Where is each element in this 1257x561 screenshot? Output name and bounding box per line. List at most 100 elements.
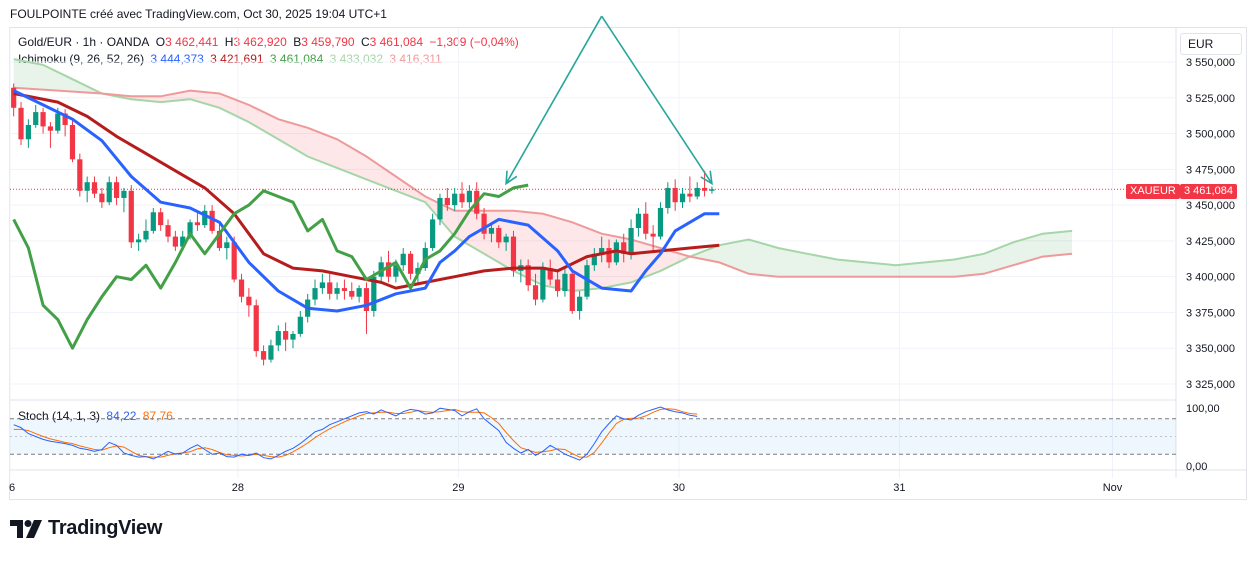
candle-body[interactable]: [569, 273, 575, 312]
candle-body[interactable]: [99, 193, 105, 203]
candle-body[interactable]: [650, 233, 656, 237]
candle-body[interactable]: [599, 248, 605, 254]
tradingview-logo[interactable]: TradingView: [10, 517, 162, 540]
candle-body[interactable]: [672, 187, 678, 203]
candle-body[interactable]: [290, 333, 296, 340]
candle-body[interactable]: [91, 182, 98, 194]
candle-body[interactable]: [385, 262, 392, 277]
candle-body[interactable]: [62, 113, 68, 125]
candle-body[interactable]: [297, 316, 303, 334]
candle-body[interactable]: [554, 279, 561, 291]
candle-body[interactable]: [231, 242, 237, 280]
annotation-arrow-line[interactable]: [505, 15, 603, 185]
candle-body[interactable]: [143, 230, 149, 240]
currency-selector[interactable]: EUR: [1180, 33, 1242, 55]
kumo-cloud-segment: [381, 166, 389, 188]
candle-body[interactable]: [452, 193, 458, 206]
candle-body[interactable]: [437, 197, 443, 220]
candle-body[interactable]: [371, 276, 377, 312]
candle-body[interactable]: [481, 213, 487, 234]
candle-body[interactable]: [194, 222, 201, 226]
candle-body[interactable]: [209, 210, 215, 231]
candle-body[interactable]: [679, 193, 686, 203]
candle-body[interactable]: [18, 107, 24, 140]
candle-body[interactable]: [260, 351, 267, 360]
candle-body[interactable]: [488, 228, 495, 234]
candle-body[interactable]: [635, 213, 642, 229]
candle-body[interactable]: [356, 288, 362, 297]
candle-body[interactable]: [253, 305, 259, 352]
candle-body[interactable]: [444, 197, 450, 206]
stoch-label[interactable]: Stoch (14, 1, 3): [18, 409, 101, 423]
candle-body[interactable]: [246, 296, 252, 306]
candle-body[interactable]: [628, 228, 634, 254]
annotation-arrow-line[interactable]: [601, 15, 713, 185]
candle-body[interactable]: [466, 190, 472, 203]
candle-body[interactable]: [268, 345, 274, 360]
candle-body[interactable]: [407, 253, 414, 274]
candle-body[interactable]: [40, 112, 46, 127]
candle-body[interactable]: [363, 288, 370, 312]
annotation-arrow-head: [505, 170, 518, 186]
symbol-label[interactable]: Gold/EUR · 1h · OANDA: [18, 35, 150, 49]
candle-body[interactable]: [180, 236, 186, 247]
candle-body[interactable]: [47, 126, 54, 131]
candle-body[interactable]: [400, 253, 406, 266]
candle-body[interactable]: [312, 288, 318, 300]
candle-body[interactable]: [165, 225, 171, 237]
candle-body[interactable]: [283, 331, 289, 340]
candle-body[interactable]: [393, 265, 399, 277]
candle-body[interactable]: [327, 282, 333, 294]
candle-body[interactable]: [577, 296, 583, 312]
candle-body[interactable]: [158, 212, 164, 226]
candle-body[interactable]: [33, 112, 39, 125]
kumo-cloud-segment: [79, 82, 88, 93]
candle-body[interactable]: [202, 210, 208, 226]
candle-body[interactable]: [128, 190, 134, 243]
candle-body[interactable]: [547, 268, 553, 280]
candle-body[interactable]: [187, 222, 193, 237]
candle-body[interactable]: [694, 187, 700, 197]
candle-body[interactable]: [525, 265, 531, 286]
candle-body[interactable]: [701, 187, 708, 191]
candle-body[interactable]: [540, 268, 546, 300]
candle-body[interactable]: [121, 190, 127, 198]
candle-body[interactable]: [69, 124, 76, 160]
candle-body[interactable]: [606, 248, 612, 263]
candle-body[interactable]: [687, 193, 693, 197]
candle-body[interactable]: [334, 288, 340, 294]
candle-body[interactable]: [532, 285, 539, 300]
candle-body[interactable]: [224, 242, 230, 249]
candle-body[interactable]: [216, 230, 223, 249]
candle-body[interactable]: [341, 288, 348, 291]
candle-body[interactable]: [106, 182, 112, 203]
candle-body[interactable]: [709, 189, 715, 191]
candle-body[interactable]: [172, 236, 178, 247]
candle-body[interactable]: [238, 279, 245, 297]
candle-body[interactable]: [665, 187, 671, 208]
kumo-cloud-segment: [807, 253, 815, 277]
candle-body[interactable]: [510, 236, 517, 271]
candle-body[interactable]: [562, 273, 568, 291]
candle-body[interactable]: [77, 159, 83, 191]
candle-body[interactable]: [621, 242, 627, 254]
candle-body[interactable]: [643, 213, 649, 234]
candle-body[interactable]: [657, 207, 664, 237]
candle-body[interactable]: [275, 331, 281, 346]
kumo-cloud-segment: [858, 261, 867, 277]
candle-body[interactable]: [459, 193, 465, 203]
candle-body[interactable]: [113, 182, 120, 198]
candle-body[interactable]: [503, 236, 509, 243]
candle-body[interactable]: [84, 182, 90, 191]
candle-body[interactable]: [150, 212, 156, 231]
candle-body[interactable]: [11, 87, 17, 108]
candle-body[interactable]: [55, 113, 61, 131]
candle-body[interactable]: [430, 219, 436, 249]
candle-body[interactable]: [25, 124, 31, 140]
candle-body[interactable]: [319, 282, 325, 289]
candle-body[interactable]: [496, 228, 502, 243]
candle-body[interactable]: [136, 239, 142, 243]
candle-body[interactable]: [349, 290, 355, 297]
candle-body[interactable]: [591, 253, 597, 266]
